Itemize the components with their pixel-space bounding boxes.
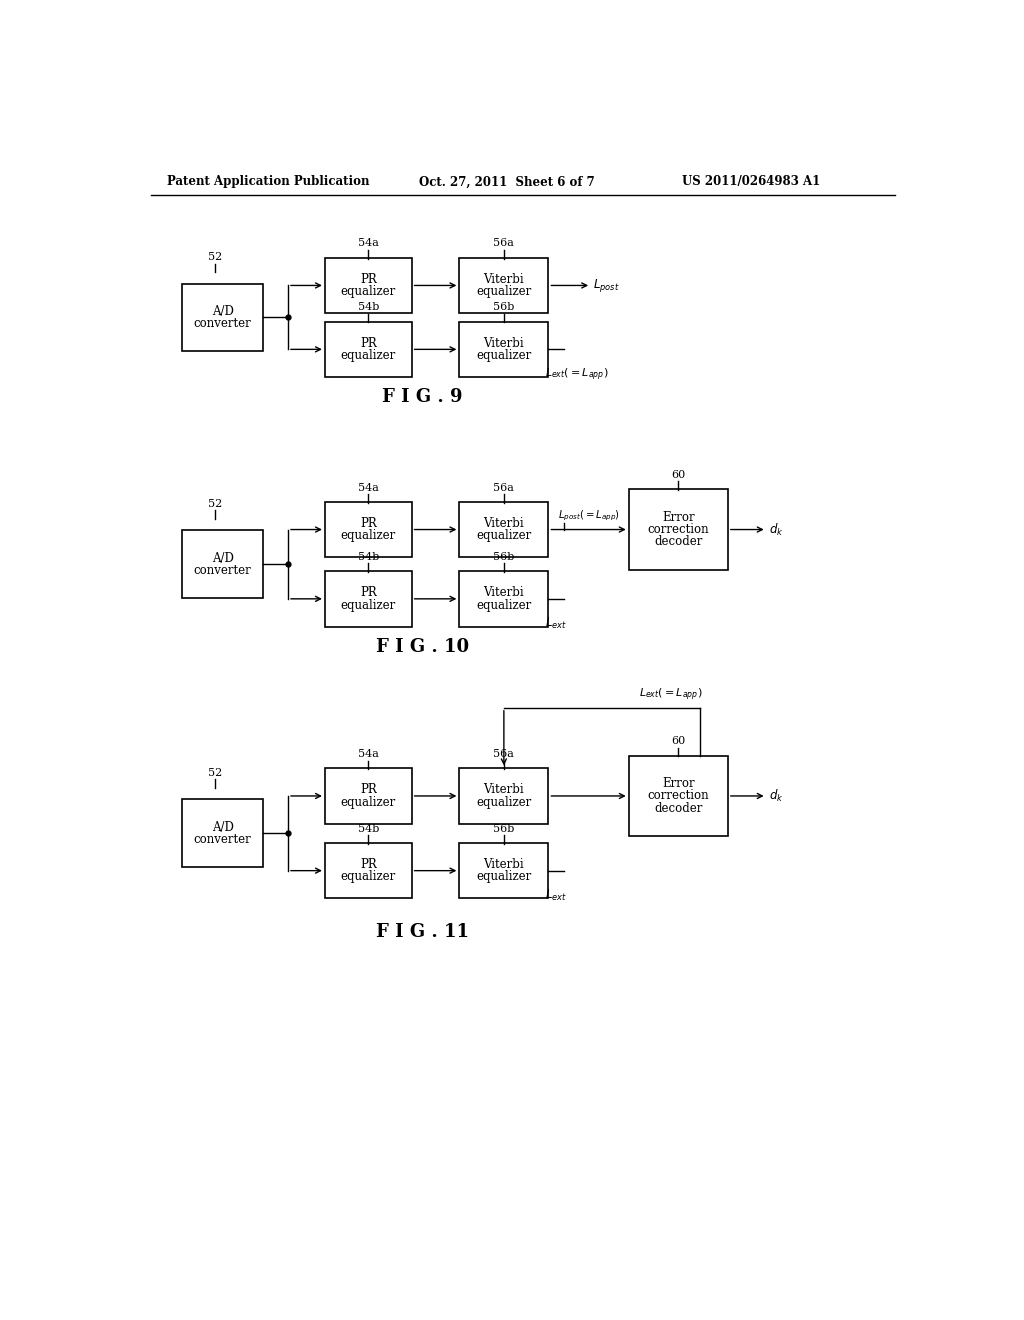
Bar: [182, 531, 263, 598]
Text: 56b: 56b: [494, 302, 515, 313]
Text: equalizer: equalizer: [476, 348, 531, 362]
Text: 56a: 56a: [494, 748, 514, 759]
Bar: [460, 572, 549, 627]
Text: Viterbi: Viterbi: [483, 337, 524, 350]
Text: equalizer: equalizer: [476, 529, 531, 543]
Text: $L_{ext}$: $L_{ext}$: [545, 615, 566, 631]
Text: converter: converter: [194, 833, 252, 846]
Text: 52: 52: [208, 499, 222, 508]
Text: 52: 52: [208, 768, 222, 777]
Text: equalizer: equalizer: [476, 598, 531, 611]
Bar: [325, 257, 412, 313]
Text: Error: Error: [662, 777, 694, 791]
Text: Error: Error: [662, 511, 694, 524]
Bar: [460, 843, 549, 899]
Bar: [460, 768, 549, 824]
Text: equalizer: equalizer: [341, 285, 396, 298]
Text: correction: correction: [647, 789, 709, 803]
Text: equalizer: equalizer: [341, 796, 396, 809]
Text: US 2011/0264983 A1: US 2011/0264983 A1: [682, 176, 820, 189]
Text: A/D: A/D: [212, 552, 233, 565]
Text: 54b: 54b: [357, 824, 379, 834]
Text: Viterbi: Viterbi: [483, 586, 524, 599]
Text: PR: PR: [359, 517, 377, 529]
Text: 54a: 54a: [357, 483, 379, 492]
Text: F I G . 11: F I G . 11: [376, 923, 469, 941]
Bar: [325, 502, 412, 557]
Text: decoder: decoder: [654, 536, 702, 548]
Text: equalizer: equalizer: [341, 598, 396, 611]
Text: $d_k$: $d_k$: [769, 521, 783, 537]
Text: 60: 60: [671, 737, 685, 746]
Text: 56a: 56a: [494, 483, 514, 492]
Text: converter: converter: [194, 317, 252, 330]
Text: decoder: decoder: [654, 801, 702, 814]
Text: PR: PR: [359, 337, 377, 350]
Text: $L_{post}(=L_{app})$: $L_{post}(=L_{app})$: [558, 510, 620, 524]
Bar: [325, 572, 412, 627]
Bar: [629, 755, 728, 837]
Text: Viterbi: Viterbi: [483, 273, 524, 286]
Text: 56b: 56b: [494, 552, 515, 562]
Text: Viterbi: Viterbi: [483, 858, 524, 871]
Bar: [629, 490, 728, 570]
Text: 52: 52: [208, 252, 222, 261]
Text: Oct. 27, 2011  Sheet 6 of 7: Oct. 27, 2011 Sheet 6 of 7: [419, 176, 594, 189]
Text: PR: PR: [359, 586, 377, 599]
Text: $d_k$: $d_k$: [769, 788, 783, 804]
Bar: [325, 768, 412, 824]
Text: PR: PR: [359, 783, 377, 796]
Text: equalizer: equalizer: [341, 348, 396, 362]
Text: F I G . 10: F I G . 10: [376, 639, 469, 656]
Text: 54b: 54b: [357, 302, 379, 313]
Text: equalizer: equalizer: [341, 529, 396, 543]
Text: A/D: A/D: [212, 821, 233, 834]
Bar: [460, 502, 549, 557]
Text: 54a: 54a: [357, 239, 379, 248]
Bar: [460, 257, 549, 313]
Text: equalizer: equalizer: [476, 796, 531, 809]
Text: Patent Application Publication: Patent Application Publication: [167, 176, 370, 189]
Text: $L_{ext}(=L_{app})$: $L_{ext}(=L_{app})$: [545, 367, 608, 383]
Text: Viterbi: Viterbi: [483, 517, 524, 529]
Text: equalizer: equalizer: [341, 870, 396, 883]
Text: 56a: 56a: [494, 239, 514, 248]
Text: correction: correction: [647, 523, 709, 536]
Text: A/D: A/D: [212, 305, 233, 318]
Text: 54b: 54b: [357, 552, 379, 562]
Bar: [460, 322, 549, 378]
Text: $L_{ext}$: $L_{ext}$: [545, 887, 566, 903]
Text: 54a: 54a: [357, 748, 379, 759]
Bar: [182, 284, 263, 351]
Bar: [325, 322, 412, 378]
Text: Viterbi: Viterbi: [483, 783, 524, 796]
Text: $L_{ext}(=L_{app})$: $L_{ext}(=L_{app})$: [639, 686, 702, 704]
Text: $L_{post}$: $L_{post}$: [593, 277, 620, 294]
Text: PR: PR: [359, 858, 377, 871]
Text: equalizer: equalizer: [476, 870, 531, 883]
Text: equalizer: equalizer: [476, 285, 531, 298]
Text: 56b: 56b: [494, 824, 515, 834]
Text: PR: PR: [359, 273, 377, 286]
Bar: [325, 843, 412, 899]
Text: 60: 60: [671, 470, 685, 480]
Text: converter: converter: [194, 564, 252, 577]
Bar: [182, 800, 263, 867]
Text: F I G . 9: F I G . 9: [382, 388, 463, 407]
